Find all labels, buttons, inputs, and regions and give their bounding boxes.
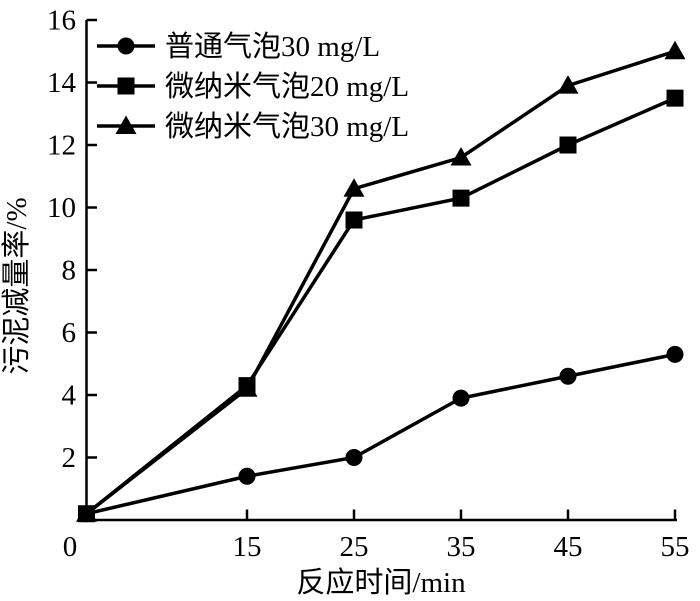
square-marker xyxy=(117,77,135,95)
x-tick-label: 25 xyxy=(340,531,369,563)
x-tick-label: 35 xyxy=(447,531,476,563)
x-axis-title: 反应时间/min xyxy=(296,566,466,599)
circle-marker xyxy=(238,467,256,485)
circle-marker xyxy=(345,449,363,466)
legend-label: 普通气泡30 mg/L xyxy=(165,30,380,63)
circle-marker xyxy=(117,37,135,55)
square-marker xyxy=(345,211,363,229)
circle-marker xyxy=(559,367,577,385)
circle-marker xyxy=(666,345,684,363)
axis-tick-labels: 2 4 6 8 10 12 14 16 0 15 25 35 45 55 xyxy=(47,5,690,564)
x-tick-label: 15 xyxy=(233,531,262,563)
x-tick-label: 45 xyxy=(554,531,583,563)
series-line-triangle xyxy=(85,49,676,516)
legend-label: 微纳米气泡30 mg/L xyxy=(165,110,409,143)
x-tick-label: 55 xyxy=(661,531,690,563)
triangle-marker xyxy=(343,178,365,197)
square-marker xyxy=(78,505,95,523)
y-tick-label: 8 xyxy=(62,255,77,287)
y-tick-label: 10 xyxy=(47,192,76,224)
circle-marker xyxy=(452,389,470,407)
legend-entry: 微纳米气泡20 mg/L xyxy=(97,70,409,103)
square-marker xyxy=(666,89,684,107)
legend-entry: 微纳米气泡30 mg/L xyxy=(97,110,409,143)
y-tick-label: 14 xyxy=(47,67,77,99)
triangle-marker xyxy=(450,147,472,166)
triangle-marker xyxy=(115,115,137,134)
triangle-marker xyxy=(664,40,686,60)
y-axis-title: 污泥减量率/% xyxy=(0,197,33,374)
y-tick-label: 4 xyxy=(62,380,77,412)
legend-label: 微纳米气泡20 mg/L xyxy=(165,70,409,103)
y-tick-label: 2 xyxy=(62,442,77,474)
series-line-square xyxy=(85,96,676,516)
y-tick-label: 16 xyxy=(47,5,76,37)
triangle-marker xyxy=(557,75,579,94)
square-marker xyxy=(559,136,577,154)
square-marker xyxy=(452,189,470,207)
axis-ticks xyxy=(86,18,677,520)
y-tick-label: 12 xyxy=(47,130,76,162)
legend-entry: 普通气泡30 mg/L xyxy=(97,30,380,63)
series-layer xyxy=(76,40,686,523)
y-tick-label: 6 xyxy=(62,317,77,349)
square-marker xyxy=(238,377,256,395)
legend: 普通气泡30 mg/L 微纳米气泡20 mg/L 微纳米气泡30 mg/L xyxy=(97,30,409,143)
origin-label: 0 xyxy=(63,531,78,563)
series-line-circle xyxy=(86,352,676,516)
